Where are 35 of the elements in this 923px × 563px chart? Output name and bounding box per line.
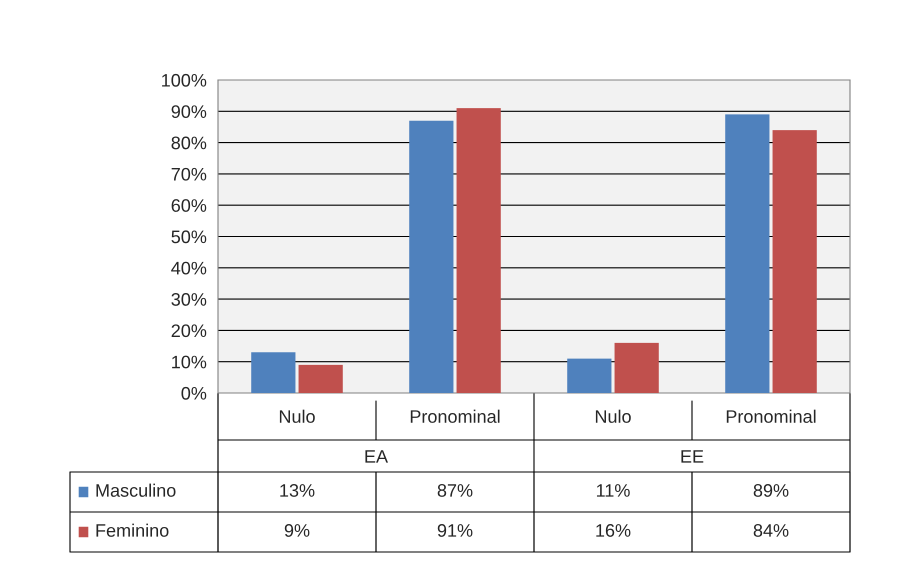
bar bbox=[567, 358, 612, 393]
data-label: 89% bbox=[754, 484, 788, 497]
data-label: 87% bbox=[438, 484, 472, 497]
data-label: 16% bbox=[596, 524, 630, 537]
bar bbox=[456, 108, 501, 393]
y-tick-label: 20% bbox=[172, 324, 206, 338]
y-tick-label: 100% bbox=[162, 74, 206, 87]
legend-label: Feminino bbox=[96, 524, 168, 537]
data-label: 13% bbox=[280, 484, 314, 497]
bar bbox=[772, 130, 817, 393]
data-label: 9% bbox=[284, 524, 310, 537]
y-tick-label: 0% bbox=[182, 386, 206, 400]
text: EE bbox=[681, 450, 704, 463]
x-tick-label: Pronominal bbox=[410, 410, 500, 423]
y-tick-label: 70% bbox=[172, 168, 206, 181]
y-tick-label: 10% bbox=[172, 356, 206, 368]
bar bbox=[725, 114, 770, 393]
data-label: 11% bbox=[596, 484, 630, 497]
bar bbox=[251, 352, 296, 393]
legend-label: Masculino bbox=[96, 484, 176, 497]
y-tick-label: 30% bbox=[171, 293, 206, 306]
y-tick-label: 60% bbox=[172, 199, 206, 212]
x-tick-label: Pronominal bbox=[726, 410, 816, 423]
y-tick-label: 90% bbox=[172, 105, 206, 118]
x-tick-label: Nulo bbox=[596, 410, 631, 423]
data-label: 84% bbox=[754, 524, 788, 537]
bar bbox=[409, 120, 454, 393]
y-tick-label: 40% bbox=[171, 262, 206, 275]
y-tick-label: 50% bbox=[171, 230, 206, 244]
text: EA bbox=[365, 450, 388, 463]
bar bbox=[298, 364, 343, 393]
bar bbox=[614, 342, 659, 393]
data-label: 91% bbox=[438, 524, 472, 537]
x-tick-label: Nulo bbox=[280, 410, 315, 423]
y-tick-label: 80% bbox=[172, 136, 206, 150]
